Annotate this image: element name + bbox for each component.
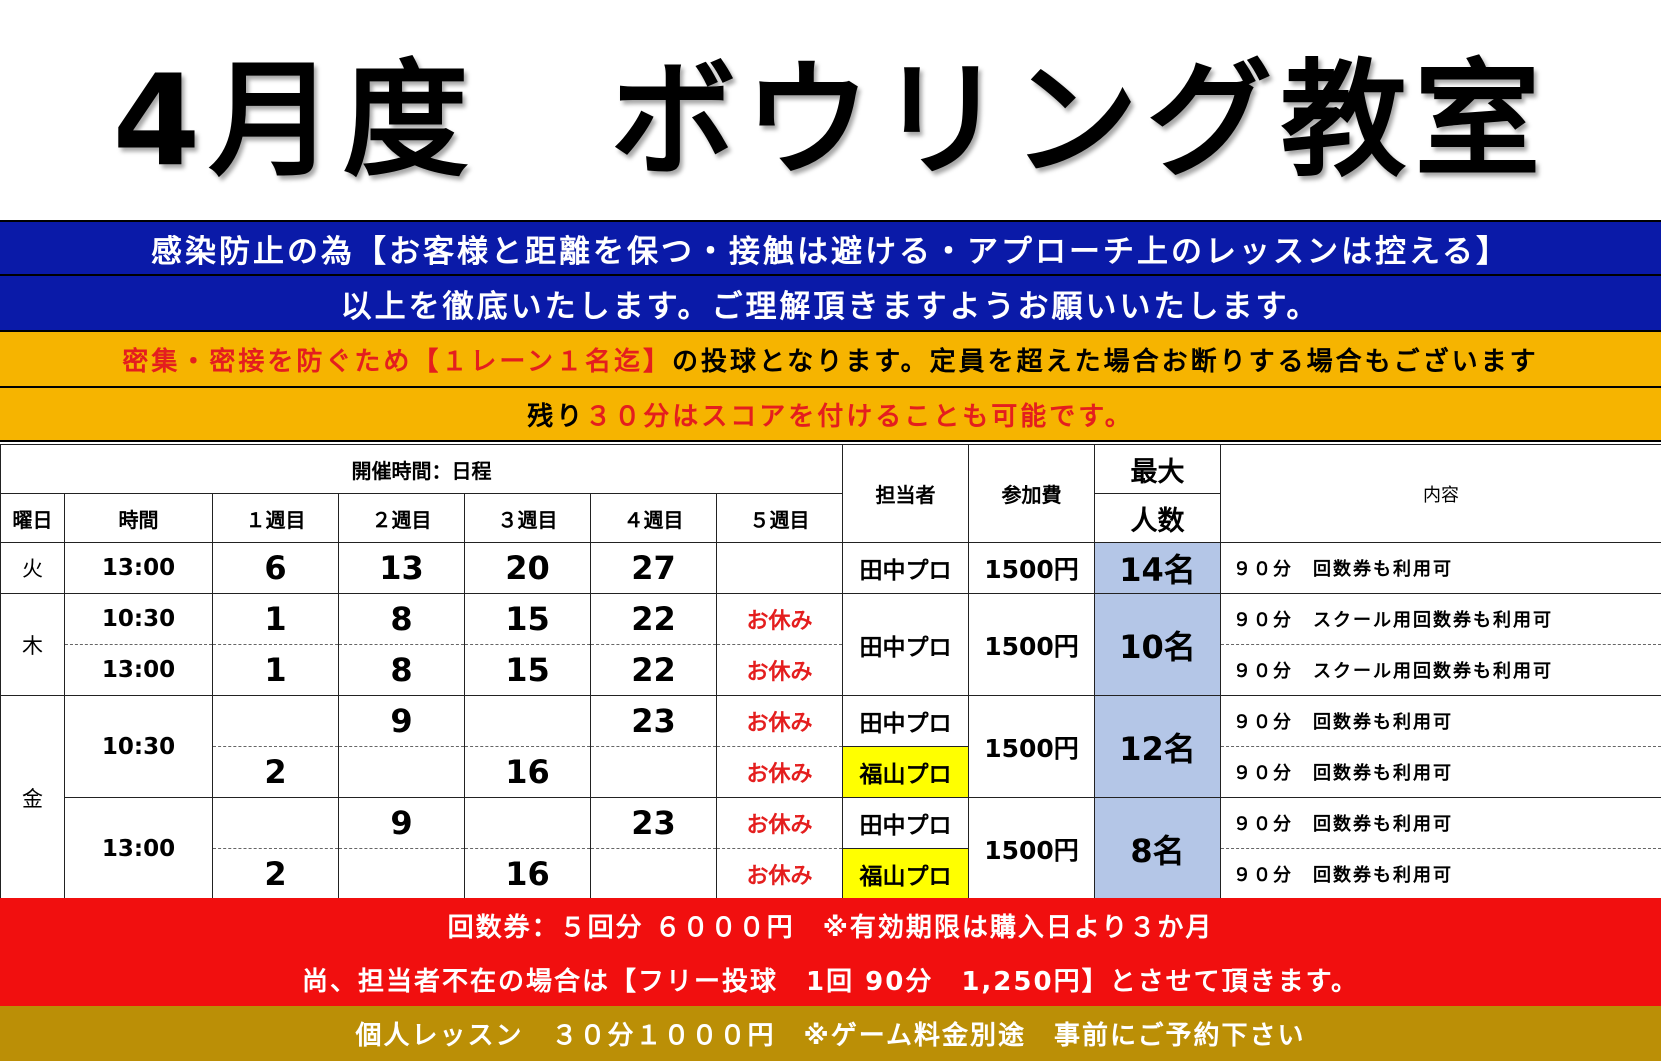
table-row: 火 13:00 6 13 20 27 田中プロ 1500円 14名 ９０分 回数… — [0, 542, 1661, 594]
date-cell — [338, 848, 465, 900]
date-cell: 15 — [464, 644, 591, 696]
instructor-cell: 田中プロ — [842, 542, 970, 594]
instructor-cell: 田中プロ — [842, 695, 970, 747]
header-time: 時間 — [64, 493, 213, 543]
date-cell: 9 — [338, 797, 465, 849]
date-cell — [715, 542, 844, 594]
table-row: 木 10:30 1 8 15 22 お休み 田中プロ 1500円 10名 ９０分… — [0, 593, 1661, 696]
date-cell — [212, 797, 339, 849]
header-week-2: ２週目 — [338, 493, 465, 543]
page-title: 4月度 ボウリング教室 — [112, 47, 1549, 194]
rest-label: お休み — [715, 644, 844, 696]
content-cell: ９０分 スクール用回数券も利用可 — [1220, 593, 1661, 645]
rest-label: お休み — [715, 593, 844, 645]
table-row: 13:00 9 23 お休み 田中プロ 1500円 8名 ９０分 回数券も利用可 — [1, 797, 1661, 900]
fee-cell: 1500円 — [968, 797, 1096, 900]
header-max-top: 最大 — [1094, 444, 1222, 494]
date-cell: 20 — [464, 542, 591, 594]
header-week-4: ４週目 — [590, 493, 717, 543]
time-cell: 10:30 — [64, 593, 213, 645]
fee-cell: 1500円 — [968, 593, 1096, 696]
day-friday: 金 — [0, 695, 65, 900]
capacity-cell: 8名 — [1094, 797, 1222, 900]
time-cell: 13:00 — [64, 542, 213, 594]
table-row: 2 16 お休み 福山プロ ９０分 回数券も利用可 — [1, 848, 1661, 900]
day-thursday: 木 — [0, 593, 65, 696]
rest-label: お休み — [715, 848, 844, 900]
table-row: 13:00 1 8 15 22 お休み ９０分 スクール用回数券も利用可 — [1, 644, 1661, 696]
content-cell: ９０分 スクール用回数券も利用可 — [1220, 644, 1661, 696]
content-cell: ９０分 回数券も利用可 — [1220, 848, 1661, 900]
footer-free-play-info: 尚、担当者不在の場合は【フリー投球 1回 90分 1,250円】とさせて頂きます… — [0, 952, 1661, 1006]
date-cell: 22 — [590, 593, 717, 645]
date-cell: 1 — [212, 593, 339, 645]
fee-cell: 1500円 — [968, 695, 1096, 798]
schedule-table: 開催時間：日程 担当者 参加費 最大 内容 曜日 時間 １週目 ２週目 ３週目 … — [0, 444, 1661, 900]
date-cell — [464, 797, 591, 849]
rest-label: お休み — [715, 746, 844, 798]
rest-label: お休み — [715, 797, 844, 849]
date-cell — [590, 848, 717, 900]
header-week-1: １週目 — [212, 493, 339, 543]
table-row: 2 16 お休み 福山プロ ９０分 回数券も利用可 — [1, 746, 1661, 798]
table-row: 金 10:30 9 23 お休み 田中プロ 1500円 12名 ９０分 回数券も… — [0, 695, 1661, 900]
footer-coupon-info: 回数券：５回分 ６０００円 ※有効期限は購入日より３か月 — [0, 898, 1661, 952]
content-cell: ９０分 回数券も利用可 — [1220, 542, 1661, 594]
header-max-bottom: 人数 — [1094, 493, 1222, 543]
header-week-3: ３週目 — [464, 493, 591, 543]
instructor-cell: 田中プロ — [842, 797, 970, 849]
notice-infection-prevention: 感染防止の為【お客様と距離を保つ・接触は避ける・アプローチ上のレッスンは控える】 — [0, 220, 1661, 274]
notice-score-prefix: 残り — [527, 401, 586, 432]
notice-score-highlight: ３０分はスコアを付けることも可能です。 — [585, 401, 1134, 432]
footer-private-lesson-info: 個人レッスン ３０分１０００円 ※ゲーム料金別途 事前にご予約下さい — [0, 1006, 1661, 1061]
date-cell: 16 — [464, 848, 591, 900]
date-cell: 15 — [464, 593, 591, 645]
date-cell — [464, 695, 591, 747]
day-tuesday: 火 — [0, 542, 65, 594]
capacity-cell: 14名 — [1094, 542, 1222, 594]
content-cell: ９０分 回数券も利用可 — [1220, 797, 1661, 849]
time-cell: 10:30 — [64, 695, 213, 798]
header-content: 内容 — [1220, 444, 1661, 543]
time-cell: 13:00 — [64, 797, 213, 900]
date-cell: 27 — [590, 542, 717, 594]
date-cell: 13 — [338, 542, 465, 594]
date-cell: 8 — [338, 593, 465, 645]
capacity-cell: 12名 — [1094, 695, 1222, 798]
rest-label: お休み — [715, 695, 844, 747]
date-cell: 1 — [212, 644, 339, 696]
date-cell: 23 — [590, 797, 717, 849]
header-week-5: ５週目 — [715, 493, 844, 543]
content-cell: ９０分 回数券も利用可 — [1220, 746, 1661, 798]
date-cell: 2 — [212, 746, 339, 798]
notice-thorough-compliance: 以上を徹底いたします。ご理解頂きますようお願いいたします。 — [0, 274, 1661, 330]
schedule-header: 開催時間：日程 — [0, 444, 844, 494]
date-cell — [590, 746, 717, 798]
fee-cell: 1500円 — [968, 542, 1096, 594]
time-cell: 13:00 — [64, 644, 213, 696]
date-cell — [212, 695, 339, 747]
content-cell: ９０分 回数券も利用可 — [1220, 695, 1661, 747]
instructor-cell-highlighted: 福山プロ — [842, 746, 970, 798]
date-cell: 16 — [464, 746, 591, 798]
header-fee: 参加費 — [968, 444, 1096, 543]
notice-one-per-lane-text: の投球となります。定員を超えた場合お断りする場合もございます — [672, 346, 1539, 377]
date-cell: 2 — [212, 848, 339, 900]
notice-score-option: 残り ３０分はスコアを付けることも可能です。 — [0, 386, 1661, 442]
date-cell: 6 — [212, 542, 339, 594]
notice-one-per-lane: 密集・密接を防ぐため【１レーン１名迄】 の投球となります。定員を超えた場合お断りす… — [0, 330, 1661, 386]
instructor-cell-highlighted: 福山プロ — [842, 848, 970, 900]
date-cell — [338, 746, 465, 798]
date-cell: 8 — [338, 644, 465, 696]
date-cell: 22 — [590, 644, 717, 696]
notice-one-per-lane-highlight: 密集・密接を防ぐため【１レーン１名迄】 — [122, 346, 673, 377]
date-cell: 9 — [338, 695, 465, 747]
header-day: 曜日 — [0, 493, 65, 543]
header-instructor: 担当者 — [842, 444, 970, 543]
date-cell: 23 — [590, 695, 717, 747]
instructor-cell: 田中プロ — [842, 593, 970, 696]
capacity-cell: 10名 — [1094, 593, 1222, 696]
